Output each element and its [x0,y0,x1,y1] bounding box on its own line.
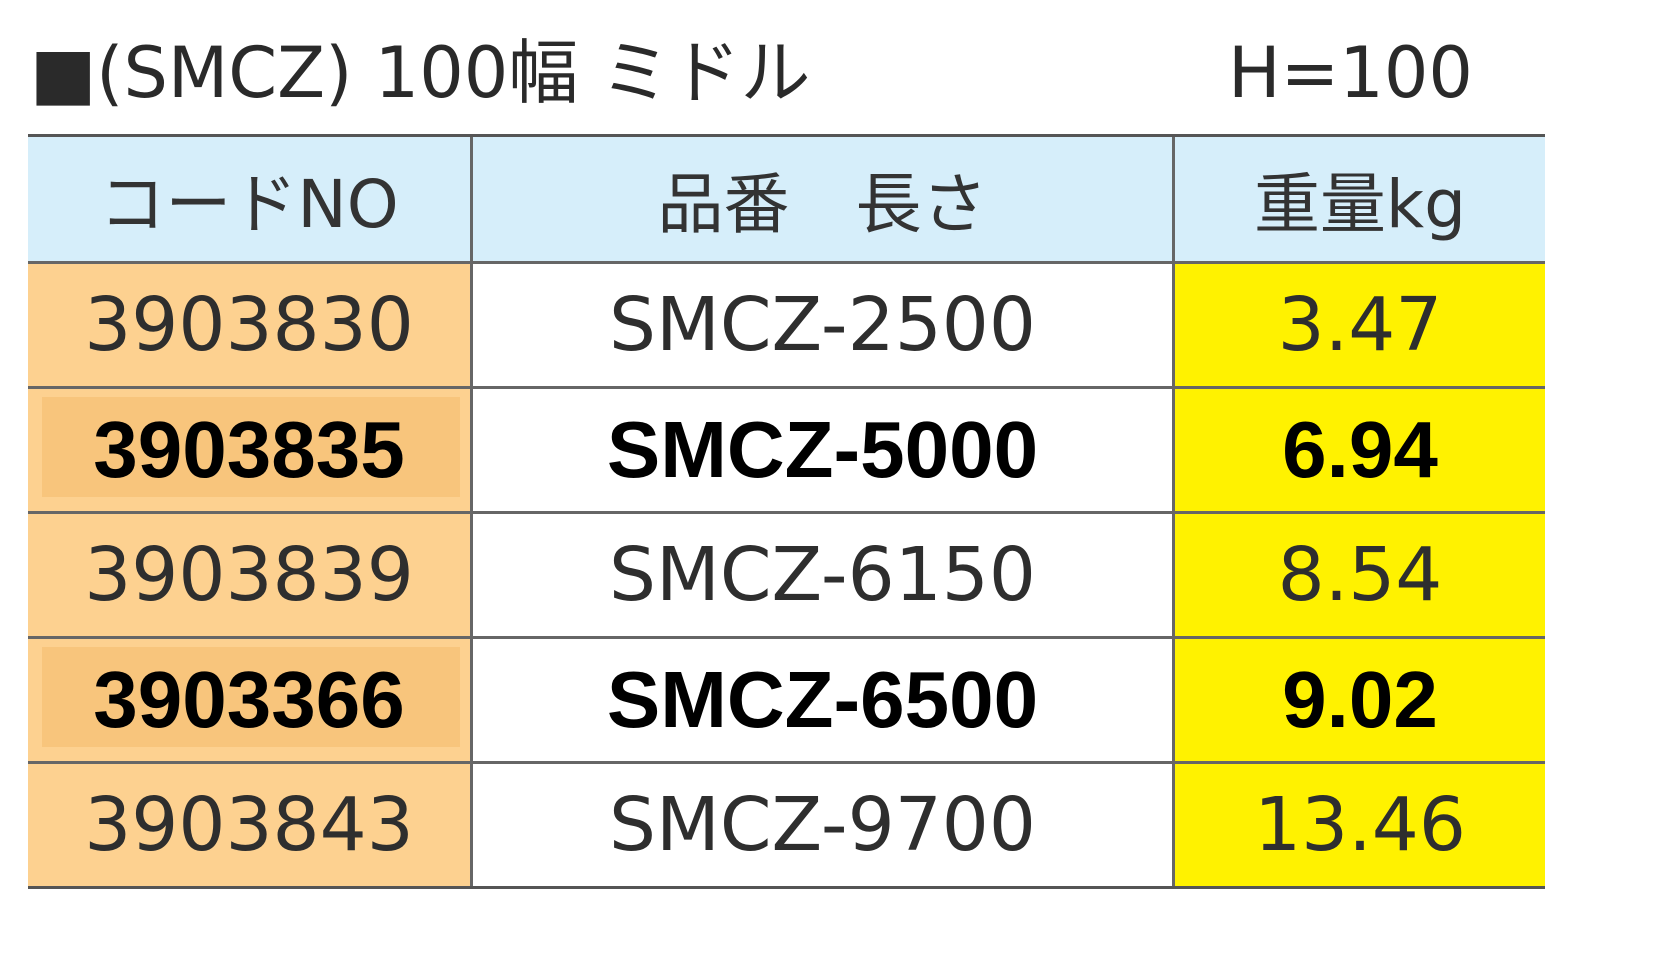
cell-text: 品番 長さ [657,166,988,243]
cell-text: 3903366 [93,655,405,744]
cell-text: 8.54 [1277,532,1443,618]
table-cell: SMCZ-6150 [470,511,1172,636]
cell-text: SMCZ-6150 [609,532,1036,618]
cell-text: 6.94 [1282,405,1438,494]
header-cell: 品番 長さ [470,137,1172,261]
table: コードNO 品番 長さ 重量kg 3903830 SMCZ-2500 3.47 390383… [28,134,1545,889]
cell-text: SMCZ-6500 [606,655,1039,744]
table-cell: 3903839 [28,511,470,636]
cell-text: SMCZ-5000 [606,405,1039,494]
header-cell: コードNO [28,137,470,261]
cell-text: コードNO [99,166,399,243]
table-cell: 3.47 [1172,261,1545,386]
cell-text: 9.02 [1282,655,1438,744]
table-cell: SMCZ-9700 [470,761,1172,886]
cell-text: SMCZ-2500 [609,282,1036,368]
title: ■(SMCZ) 100幅 ミドル [30,32,811,114]
cell-text: 3903835 [93,405,405,494]
table-cell: 3903835 [28,386,470,511]
cell-text: 3903839 [84,532,414,618]
cell-text: 3903843 [84,782,414,868]
table-cell: 9.02 [1172,636,1545,761]
table-cell: 6.94 [1172,386,1545,511]
cell-text: 重量kg [1253,166,1467,243]
table-cell: SMCZ-2500 [470,261,1172,386]
table-cell: 8.54 [1172,511,1545,636]
cell-bg [42,647,460,747]
table-cell: 3903830 [28,261,470,386]
table-cell: 13.46 [1172,761,1545,886]
header-cell: 重量kg [1172,137,1545,261]
cell-text: 3.47 [1277,282,1443,368]
cell-bg [42,397,460,497]
cell-text: SMCZ-9700 [609,782,1036,868]
table-cell: SMCZ-6500 [470,636,1172,761]
cell-text: 3903830 [84,282,414,368]
table-cell: 3903843 [28,761,470,886]
height-label: H=100 [1228,32,1473,114]
table-cell: SMCZ-5000 [470,386,1172,511]
cell-text: 13.46 [1254,782,1466,868]
table-cell: 3903366 [28,636,470,761]
